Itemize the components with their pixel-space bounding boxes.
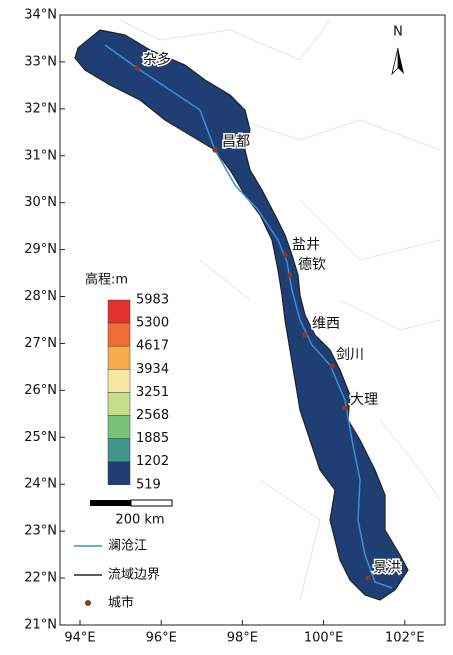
lat-tick-label: 33°N bbox=[24, 54, 57, 69]
lat-tick-label: 21°N bbox=[24, 617, 57, 632]
city-marker bbox=[212, 147, 218, 153]
scale-label: 200 km bbox=[115, 513, 164, 528]
city-label: 维西 bbox=[312, 316, 340, 332]
north-arrow bbox=[391, 47, 399, 76]
city-marker bbox=[329, 363, 335, 369]
city-marker bbox=[302, 332, 308, 338]
elevation-swatch bbox=[107, 461, 131, 486]
elevation-swatch bbox=[107, 299, 131, 324]
lat-tick-label: 28°N bbox=[24, 289, 57, 304]
lat-tick-label: 23°N bbox=[24, 524, 57, 539]
lat-tick-label: 22°N bbox=[24, 571, 57, 586]
elevation-label: 3251 bbox=[136, 385, 169, 400]
legend-boundary: 流域边界 bbox=[108, 568, 160, 583]
city-label: 德钦 bbox=[298, 257, 326, 273]
elevation-label: 519 bbox=[136, 477, 161, 492]
elevation-label: 1202 bbox=[136, 454, 169, 469]
elevation-label: 2568 bbox=[136, 408, 169, 423]
city-marker bbox=[342, 405, 348, 411]
lat-tick-label: 25°N bbox=[24, 430, 57, 445]
lat-tick-label: 27°N bbox=[24, 336, 57, 351]
legend-city-swatch bbox=[85, 600, 91, 606]
elevation-swatch bbox=[107, 322, 131, 347]
city-label: 杂多 bbox=[143, 51, 171, 68]
lat-tick-label: 34°N bbox=[24, 8, 57, 23]
city-marker bbox=[282, 252, 288, 258]
city-label: 剑川 bbox=[336, 347, 364, 363]
scale-bar bbox=[130, 499, 173, 507]
elevation-label: 3934 bbox=[136, 362, 169, 377]
elevation-swatch bbox=[107, 369, 131, 393]
lat-tick-label: 29°N bbox=[24, 242, 57, 257]
city-marker bbox=[134, 65, 140, 71]
elevation-label: 5983 bbox=[136, 293, 169, 308]
river bbox=[104, 44, 393, 589]
city-label: 景洪 bbox=[373, 560, 401, 576]
elevation-swatch bbox=[107, 438, 131, 462]
north-label: N bbox=[393, 25, 403, 40]
lon-tick-label: 102°E bbox=[385, 631, 425, 646]
lon-tick-label: 94°E bbox=[64, 631, 95, 646]
scale-bar bbox=[90, 500, 131, 506]
legend-city: 城市 bbox=[108, 595, 134, 611]
lat-tick-label: 30°N bbox=[24, 195, 57, 210]
city-label: 盐井 bbox=[292, 237, 320, 253]
city-label: 大理 bbox=[350, 392, 378, 408]
lat-tick-label: 32°N bbox=[24, 101, 57, 116]
legend-river: 澜沧江 bbox=[108, 538, 147, 554]
elevation-legend-title: 高程:m bbox=[85, 272, 128, 288]
city-marker bbox=[365, 575, 371, 581]
lon-tick-label: 100°E bbox=[304, 631, 344, 646]
elevation-swatch bbox=[107, 345, 131, 370]
city-marker bbox=[287, 272, 293, 278]
elevation-label: 1885 bbox=[136, 431, 169, 446]
lat-tick-label: 31°N bbox=[24, 148, 57, 163]
background-borders bbox=[119, 19, 441, 601]
lat-tick-label: 26°N bbox=[24, 383, 57, 398]
lon-tick-label: 98°E bbox=[227, 631, 258, 646]
city-label: 昌都 bbox=[222, 134, 250, 150]
elevation-label: 4617 bbox=[136, 339, 169, 354]
elevation-label: 5300 bbox=[136, 316, 169, 331]
elevation-swatch bbox=[107, 415, 131, 439]
north-arrow bbox=[398, 48, 404, 74]
elevation-swatch bbox=[107, 392, 131, 416]
lat-tick-label: 24°N bbox=[24, 477, 57, 492]
lon-tick-label: 96°E bbox=[146, 631, 177, 646]
